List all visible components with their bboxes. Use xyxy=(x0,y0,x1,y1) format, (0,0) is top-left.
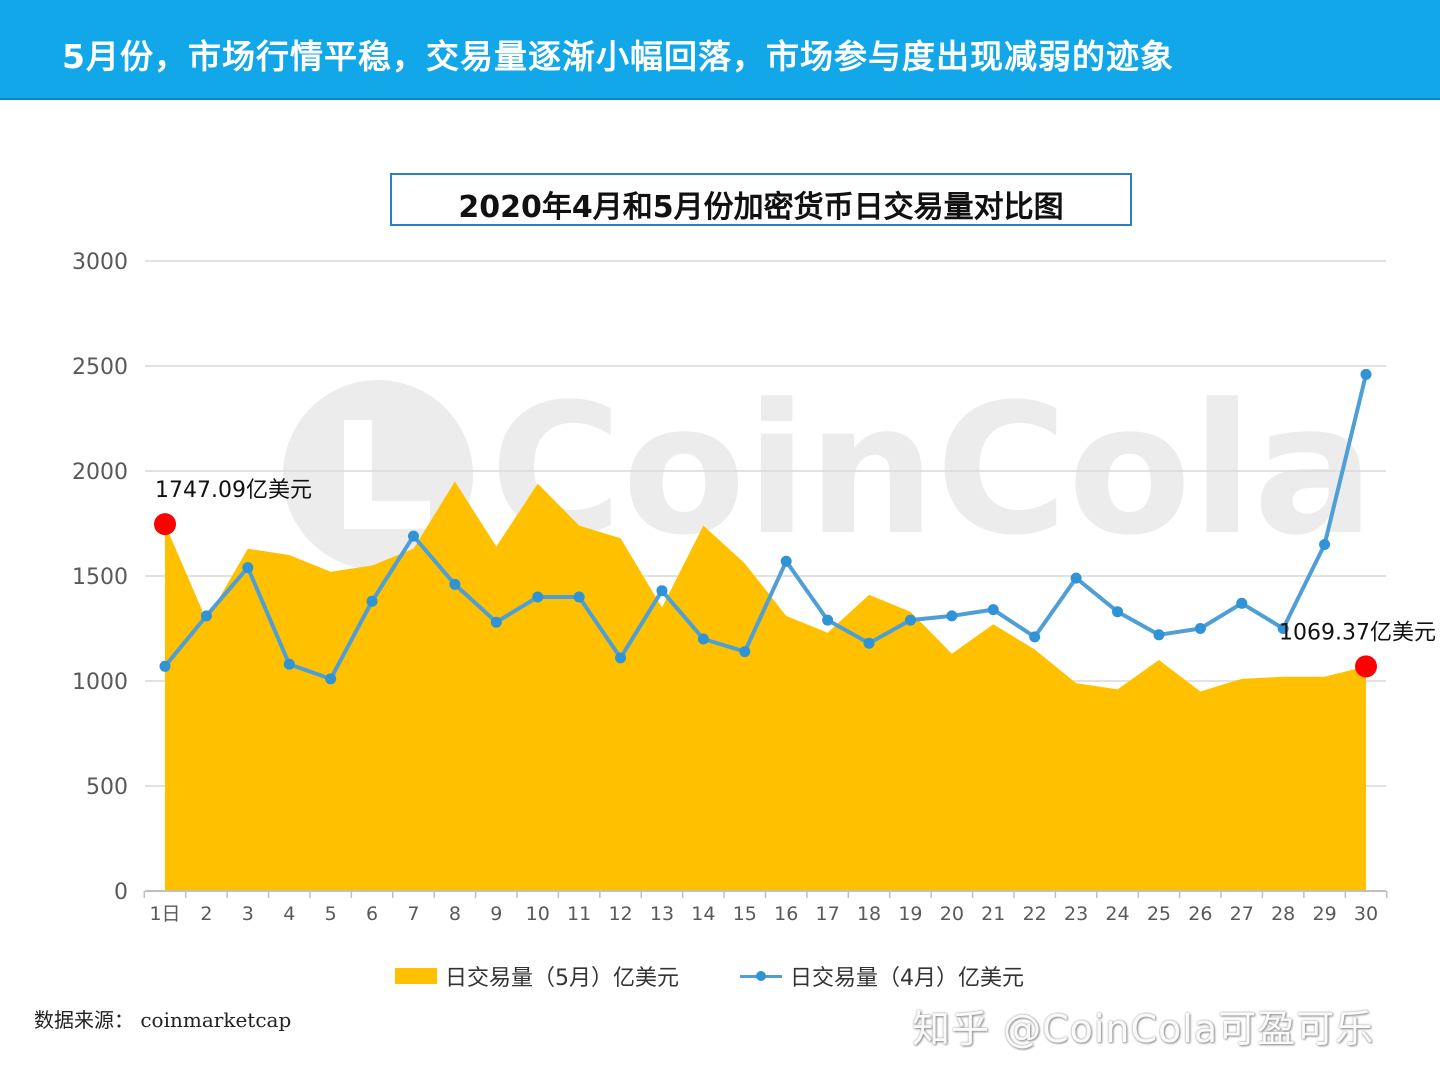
chart-annotations: 1747.09亿美元 1069.37亿美元 xyxy=(154,478,1436,678)
series-area-may xyxy=(165,481,1366,891)
data-point-april xyxy=(822,614,834,626)
data-point-april xyxy=(987,604,999,616)
x-tick-label: 30 xyxy=(1354,903,1378,925)
data-point-april xyxy=(242,562,254,574)
data-point-april xyxy=(159,660,171,672)
x-tick-label: 16 xyxy=(774,903,798,925)
data-point-april xyxy=(1153,629,1165,641)
data-point-april xyxy=(1236,597,1248,609)
data-point-april xyxy=(366,595,378,607)
banner-title: 5月份，市场行情平稳，交易量逐渐小幅回落，市场参与度出现减弱的迹象 xyxy=(62,37,1174,76)
data-point-april xyxy=(490,616,502,628)
x-tick-label: 24 xyxy=(1105,903,1129,925)
x-tick-label: 25 xyxy=(1147,903,1171,925)
x-tick-label: 21 xyxy=(981,903,1005,925)
x-tick-label: 17 xyxy=(816,903,840,925)
y-tick-label: 0 xyxy=(114,880,128,905)
y-tick-label: 500 xyxy=(86,775,128,800)
data-point-april xyxy=(1029,631,1041,643)
series-line-april xyxy=(159,368,1372,685)
chart-axes: 1日 2 3 4 5 6 7 8 9 10 11 12 13 14 15 16 17 18 19 20 21 22 23 24… xyxy=(143,890,1388,925)
x-tick-label: 18 xyxy=(857,903,881,925)
x-tick-label: 9 xyxy=(490,903,502,925)
x-tick-label: 4 xyxy=(283,903,295,925)
data-point-april xyxy=(1277,623,1289,634)
data-point-april xyxy=(1070,572,1082,584)
x-tick-label: 8 xyxy=(449,903,461,925)
data-label: 1069.37亿美元 xyxy=(1279,620,1436,645)
highlight-marker xyxy=(1355,655,1377,678)
data-point-april xyxy=(863,637,875,649)
chart-title-box: 2020年4月和5月份加密货币日交易量对比图 xyxy=(390,173,1132,226)
data-point-april xyxy=(200,610,212,622)
data-point-april xyxy=(407,530,419,542)
area-may xyxy=(165,481,1366,891)
x-tick-label: 15 xyxy=(733,903,757,925)
x-tick-label: 19 xyxy=(898,903,922,925)
x-tick-label: 2 xyxy=(200,903,212,925)
legend-swatch-area xyxy=(395,968,437,984)
data-point-april xyxy=(449,578,461,590)
x-tick-label: 27 xyxy=(1230,903,1254,925)
data-point-april xyxy=(615,652,627,664)
x-tick-label: 28 xyxy=(1271,903,1295,925)
data-point-april xyxy=(904,614,916,626)
line-april xyxy=(163,373,1368,681)
data-point-april xyxy=(739,646,751,658)
data-point-april xyxy=(946,610,958,622)
data-point-april xyxy=(1360,368,1372,380)
y-tick-label: 1500 xyxy=(72,565,128,590)
chart-title: 2020年4月和5月份加密货币日交易量对比图 xyxy=(458,190,1064,225)
data-point-april xyxy=(532,591,544,603)
legend-label-april: 日交易量（4月）亿美元 xyxy=(790,966,1024,991)
x-tick-label: 1日 xyxy=(149,903,180,925)
x-tick-label: 12 xyxy=(608,903,632,925)
x-tick-label: 14 xyxy=(691,903,715,925)
x-tick-label: 3 xyxy=(242,903,254,925)
y-tick-label: 2000 xyxy=(72,460,128,485)
y-tick-label: 2500 xyxy=(72,355,128,380)
data-label: 1747.09亿美元 xyxy=(155,478,312,503)
data-point-april xyxy=(283,658,295,670)
data-point-april xyxy=(325,673,337,685)
x-tick-label: 7 xyxy=(407,903,419,925)
data-source: 数据来源： coinmarketcap xyxy=(34,1008,292,1032)
coincola-logo-mark xyxy=(344,420,430,529)
data-point-april xyxy=(780,555,792,567)
legend-label-may: 日交易量（5月）亿美元 xyxy=(445,966,679,991)
x-tick-label: 10 xyxy=(526,903,550,925)
x-tick-label: 29 xyxy=(1312,903,1336,925)
x-tick-label: 11 xyxy=(567,903,591,925)
x-tick-label: 22 xyxy=(1023,903,1047,925)
x-tick-label: 5 xyxy=(325,903,337,925)
data-point-april xyxy=(1112,606,1124,618)
header-banner: 5月份，市场行情平稳，交易量逐渐小幅回落，市场参与度出现减弱的迹象 xyxy=(0,0,1440,100)
data-point-april xyxy=(573,591,585,603)
legend-item-may: 日交易量（5月）亿美元 xyxy=(395,960,679,992)
legend-swatch-line xyxy=(740,968,782,984)
x-tick-label: 23 xyxy=(1064,903,1088,925)
y-tick-label: 3000 xyxy=(72,250,128,275)
y-tick-label: 1000 xyxy=(72,670,128,695)
data-point-april xyxy=(1194,623,1206,634)
x-tick-label: 20 xyxy=(940,903,964,925)
x-tick-label: 26 xyxy=(1188,903,1212,925)
x-tick-label: 6 xyxy=(366,903,378,925)
highlight-marker xyxy=(154,513,176,536)
x-tick-label: 13 xyxy=(650,903,674,925)
zhihu-watermark: 知乎 @CoinCola可盈可乐 xyxy=(912,1007,1375,1051)
data-point-april xyxy=(656,585,668,597)
data-point-april xyxy=(697,633,709,645)
legend-item-april: 日交易量（4月）亿美元 xyxy=(740,960,1024,992)
data-point-april xyxy=(1319,539,1331,550)
